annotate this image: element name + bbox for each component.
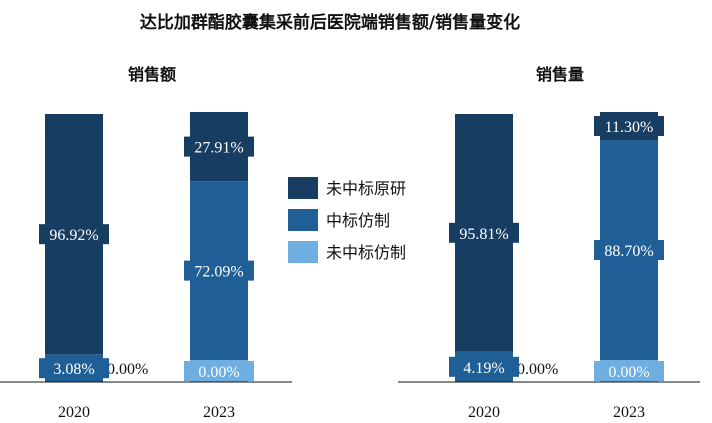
panel-1: 销售额 0.00% 3.08% 96.92% 2020 0.00% 72.09% 27.91%… bbox=[0, 65, 292, 421]
data-label-box bbox=[594, 361, 664, 381]
data-label: 11.30% bbox=[605, 119, 654, 136]
panel-title: 销售额 bbox=[128, 65, 176, 84]
data-label: 0.00% bbox=[517, 361, 558, 378]
data-label-box bbox=[184, 361, 254, 381]
data-label: 72.09% bbox=[194, 264, 243, 281]
panel-2: 销售量 0.00% 4.19% 95.81% 2020 0.00% 88.70% 11.30%… bbox=[398, 65, 700, 421]
x-tick-label: 2020 bbox=[468, 404, 500, 421]
legend-label: 未中标原研 bbox=[326, 179, 406, 198]
legend-item: 未中标仿制 bbox=[288, 241, 406, 263]
data-label: 0.00% bbox=[608, 364, 649, 381]
x-tick-label: 2023 bbox=[613, 404, 645, 421]
legend-item: 未中标原研 bbox=[288, 177, 406, 199]
panel-title: 销售量 bbox=[536, 65, 584, 84]
legend-swatch bbox=[288, 177, 318, 199]
data-label-box bbox=[594, 116, 664, 137]
legend-swatch bbox=[288, 209, 318, 231]
data-label-box bbox=[39, 358, 109, 379]
data-label: 88.70% bbox=[604, 243, 653, 260]
legend-swatch bbox=[288, 241, 318, 263]
chart-title: 达比加群酯胶囊集采前后医院端销售额/销售量变化 bbox=[140, 12, 520, 33]
data-label: 3.08% bbox=[53, 361, 94, 378]
data-label-box bbox=[184, 136, 254, 157]
data-label-box bbox=[39, 224, 109, 245]
x-tick-label: 2020 bbox=[58, 404, 90, 421]
data-label-box bbox=[184, 260, 254, 281]
legend-label: 未中标仿制 bbox=[326, 243, 406, 262]
data-label-box bbox=[594, 240, 664, 261]
legend-item: 中标仿制 bbox=[288, 209, 390, 231]
data-label: 0.00% bbox=[198, 364, 239, 381]
data-label: 0.00% bbox=[107, 361, 148, 378]
x-tick-label: 2023 bbox=[203, 404, 235, 421]
data-label-box bbox=[449, 222, 519, 243]
legend-label: 中标仿制 bbox=[326, 211, 390, 230]
data-label: 4.19% bbox=[463, 360, 504, 377]
data-label-box bbox=[449, 356, 519, 377]
chart-panels: 销售额 0.00% 3.08% 96.92% 2020 0.00% 72.09% 27.91%… bbox=[0, 65, 700, 421]
data-label: 27.91% bbox=[194, 140, 243, 157]
data-label: 96.92% bbox=[49, 227, 98, 244]
data-label: 95.81% bbox=[459, 226, 508, 243]
